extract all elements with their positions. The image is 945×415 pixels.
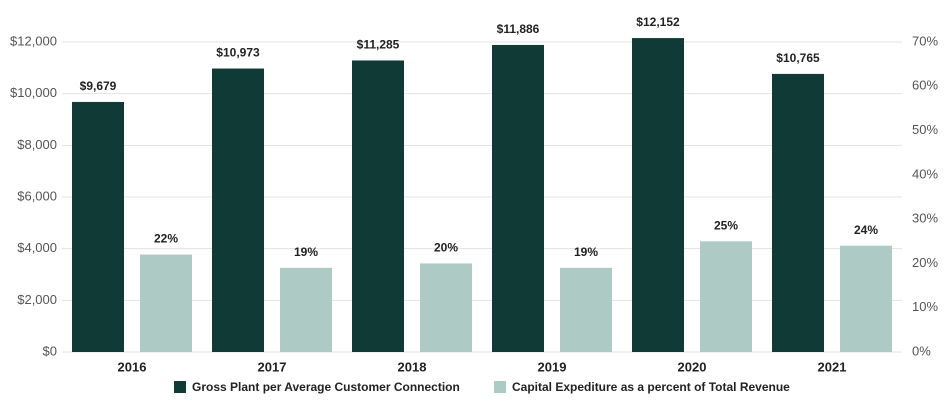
legend-label: Capital Expediture as a percent of Total… <box>512 380 790 394</box>
bar <box>420 263 472 352</box>
bar <box>560 267 612 352</box>
bar <box>700 241 752 352</box>
x-tick-label: 2016 <box>118 359 147 374</box>
y-tick-label: $6,000 <box>17 188 57 203</box>
bar <box>212 68 264 353</box>
y-tick-label: $12,000 <box>10 33 57 48</box>
bar <box>632 38 684 352</box>
y2-tick-label: 30% <box>912 211 938 226</box>
y-tick-label: $10,000 <box>10 85 57 100</box>
value-label: 20% <box>434 241 458 255</box>
y-tick-label: $8,000 <box>17 137 57 152</box>
bar <box>140 254 192 352</box>
value-label: $11,886 <box>497 22 540 36</box>
value-label: $10,765 <box>776 51 820 65</box>
value-label: 24% <box>854 223 878 237</box>
value-label: $9,679 <box>80 79 117 93</box>
y-tick-label: $4,000 <box>17 240 57 255</box>
y2-tick-label: 70% <box>912 33 938 48</box>
value-label: $11,285 <box>357 38 400 52</box>
y2-tick-label: 60% <box>912 78 938 93</box>
value-label: 25% <box>714 218 738 232</box>
value-label: 19% <box>294 245 318 259</box>
legend-label: Gross Plant per Average Customer Connect… <box>192 380 460 394</box>
y2-tick-label: 40% <box>912 166 938 181</box>
x-tick-label: 2019 <box>538 359 567 374</box>
legend-swatch <box>494 381 506 393</box>
x-tick-label: 2017 <box>258 359 287 374</box>
y-tick-label: $0 <box>43 343 57 358</box>
y-tick-label: $2,000 <box>17 292 57 307</box>
value-label: $12,152 <box>636 15 680 29</box>
bar <box>840 245 892 352</box>
legend-swatch <box>174 381 186 393</box>
x-tick-label: 2020 <box>678 359 707 374</box>
y2-tick-label: 0% <box>912 343 931 358</box>
bar <box>72 101 124 352</box>
bar <box>352 60 404 353</box>
bar <box>492 44 544 352</box>
value-label: 19% <box>574 245 598 259</box>
x-tick-label: 2021 <box>818 359 847 374</box>
value-label: 22% <box>154 232 178 246</box>
y2-tick-label: 50% <box>912 122 938 137</box>
y2-tick-label: 20% <box>912 255 938 270</box>
bar <box>772 73 824 352</box>
x-tick-label: 2018 <box>398 359 427 374</box>
bar <box>280 267 332 352</box>
y2-tick-label: 10% <box>912 299 938 314</box>
value-label: $10,973 <box>216 46 260 60</box>
